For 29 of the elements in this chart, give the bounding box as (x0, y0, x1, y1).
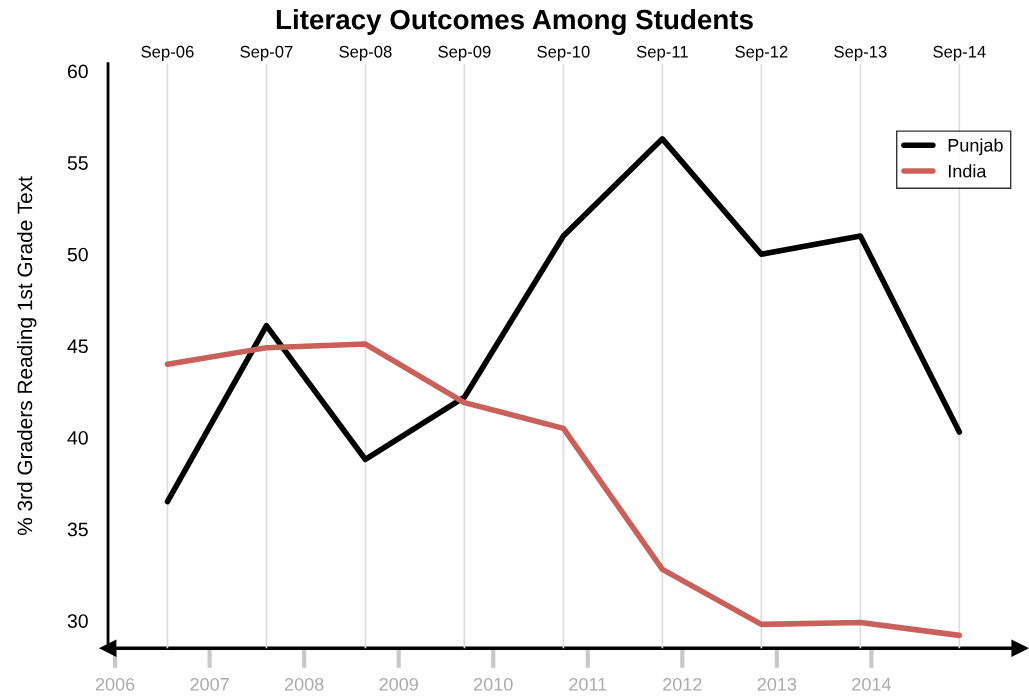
text: 2011 (569, 677, 607, 691)
text: 2009 (379, 677, 418, 691)
x-tick-label: Sep-13 (834, 45, 887, 61)
legend-label: India (948, 164, 987, 178)
x-tick-label: Sep-09 (438, 45, 491, 61)
x-tick-label: Sep-06 (141, 45, 194, 61)
x-tick-label: Sep-10 (537, 45, 590, 61)
x-tick-label: Sep-12 (735, 45, 788, 61)
y-tick-label: 30 (67, 614, 88, 628)
y-tick-label: 45 (67, 339, 88, 354)
x-tick-label: Sep-07 (240, 45, 293, 61)
y-tick-label: 60 (67, 64, 88, 79)
text: 2013 (757, 677, 797, 691)
text: 2008 (284, 677, 324, 691)
legend-label: Punjab (948, 138, 1003, 156)
x-tick-label: Sep-08 (339, 45, 392, 61)
y-tick-label: 35 (67, 522, 88, 537)
y-tick-label: 40 (67, 430, 88, 445)
y-axis-title: % 3rd Graders Reading 1st Grade Text (17, 176, 37, 536)
x-tick-label: Sep-14 (933, 45, 986, 61)
x-tick-label: Sep-11 (636, 45, 688, 61)
text: 2006 (95, 677, 135, 691)
text: 2014 (852, 677, 891, 691)
text: 2012 (663, 677, 702, 691)
y-tick-label: 50 (67, 247, 88, 262)
text: 2010 (474, 677, 513, 691)
text: 2007 (190, 677, 229, 691)
y-tick-label: 55 (67, 156, 88, 170)
chart-title: Literacy Outcomes Among Students (276, 8, 753, 36)
